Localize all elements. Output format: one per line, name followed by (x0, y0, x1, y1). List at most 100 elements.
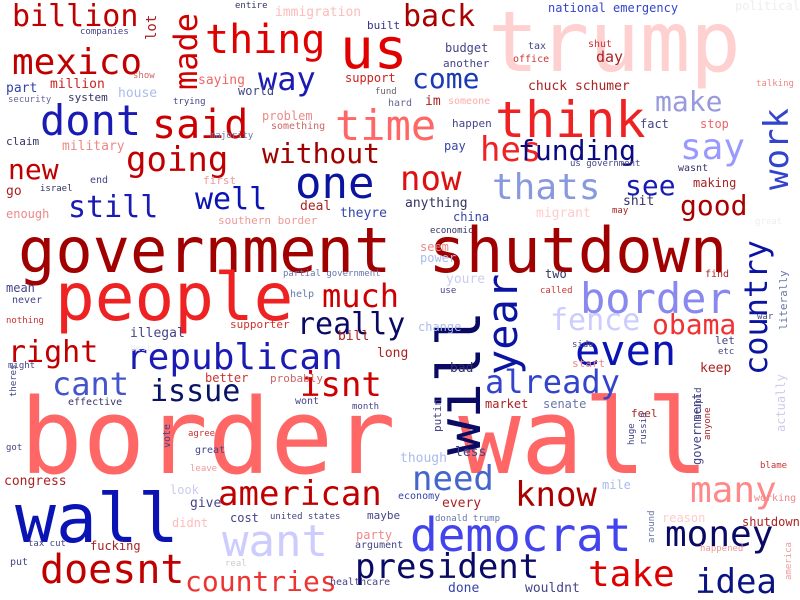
word-wall: wall (15, 480, 179, 559)
word-another: another (443, 57, 490, 70)
word-bill: bill (338, 329, 370, 344)
word-billion: billion (12, 0, 139, 34)
word-one: one (295, 158, 375, 209)
word-democrat: democrat (410, 508, 632, 562)
word-actually: actually (774, 374, 788, 432)
word-problem: problem (262, 109, 313, 123)
word-use: use (440, 286, 457, 296)
word-take: take (588, 554, 675, 595)
word-government-shutdown: government shutdown (18, 214, 728, 287)
word-probably: probably (270, 372, 323, 385)
word-claim: claim (6, 135, 40, 148)
word-want: want (222, 516, 328, 567)
word-go: go (6, 184, 22, 199)
word-well: well (195, 182, 268, 217)
word-without: without (262, 137, 381, 170)
word-built: built (367, 19, 401, 32)
word-leave: leave (190, 464, 218, 474)
word-happen: happen (452, 117, 492, 130)
word-keep: keep (700, 361, 732, 376)
word-dont: dont (40, 96, 142, 145)
word-seem: seem (420, 240, 449, 254)
word-great: great (195, 445, 226, 456)
word-thing: thing (205, 17, 326, 63)
word-people: people (55, 259, 294, 336)
word-money: money (665, 514, 774, 555)
word-idea: idea (695, 562, 777, 600)
word-enough: enough (6, 207, 50, 221)
word-someone: someone (448, 96, 491, 107)
word-wouldnt: wouldnt (525, 581, 580, 596)
word-may: may (612, 206, 629, 216)
word-tax: tax (528, 41, 547, 52)
word-war: war (757, 312, 774, 322)
word-world: world (238, 84, 275, 98)
word-economy: economy (398, 491, 441, 502)
word-national-emergency: national emergency (548, 1, 679, 15)
word-done: done (448, 581, 480, 596)
word-bad: bad (450, 361, 474, 376)
word-wont: wont (295, 396, 320, 407)
word-part: part (6, 81, 38, 96)
word-donald-trump: donald trump (435, 514, 501, 524)
word-theyre: theyre (340, 206, 387, 221)
word-month: month (352, 402, 380, 412)
word-budget: budget (445, 41, 489, 55)
word-military: military (62, 139, 125, 154)
word-day: day (596, 48, 624, 66)
word-better: better (205, 371, 249, 385)
word-work: work (757, 108, 797, 190)
word-mile: mile (602, 478, 631, 492)
word-america: america (784, 542, 794, 580)
word-issue: issue (150, 374, 241, 409)
word-chuck-schumer: chuck schumer (528, 79, 630, 94)
word-vote: vote (162, 423, 173, 448)
word-effective: effective (68, 397, 123, 408)
word-fence: fence (550, 303, 641, 338)
word-real: real (225, 559, 247, 569)
word-system: system (68, 91, 108, 104)
word-thats: thats (492, 167, 601, 208)
word-working: working (754, 493, 797, 504)
word-let: let (715, 334, 735, 347)
word-time: time (335, 101, 437, 150)
word-partial-government: partial government (283, 269, 381, 279)
word-fucking: fucking (90, 539, 141, 553)
word-make: make (655, 85, 723, 118)
word-pay: pay (444, 139, 466, 153)
word-immigration: immigration (275, 5, 362, 20)
word-government: government (690, 392, 704, 465)
word-change: change (418, 320, 462, 334)
word-security: security (8, 95, 52, 105)
word-talking: talking (756, 79, 794, 89)
word-saying: saying (198, 73, 245, 88)
word-healthcare: healthcare (330, 577, 391, 588)
word-need: need (412, 459, 494, 499)
word-house: house (118, 86, 158, 101)
word-shit: shit (623, 194, 655, 209)
word-end: end (90, 175, 109, 186)
word-china: china (453, 210, 490, 224)
word-deal: deal (300, 199, 332, 214)
word-though: though (400, 451, 447, 466)
word-huge: huge (627, 423, 637, 445)
word-argument: argument (355, 540, 404, 551)
word-im: im (425, 94, 441, 109)
word-start: start (572, 357, 606, 370)
word-something: something (271, 121, 326, 132)
word-border: border (580, 274, 732, 323)
word-funding: funding (518, 134, 637, 167)
word-right: right (8, 335, 99, 370)
word-us: us (340, 17, 408, 82)
word-putin: putin (431, 398, 444, 432)
word-trump: trump (488, 0, 741, 91)
word-might: might (8, 361, 36, 371)
word-anyone: anyone (703, 407, 713, 440)
word-come: come (412, 62, 480, 95)
word-president: president (355, 547, 540, 587)
word-hard: hard (388, 98, 413, 109)
word-find: find (705, 269, 730, 280)
word-fact: fact (640, 117, 669, 131)
word-got: got (6, 443, 23, 453)
word-shutdown-small: shutdown (742, 515, 800, 529)
